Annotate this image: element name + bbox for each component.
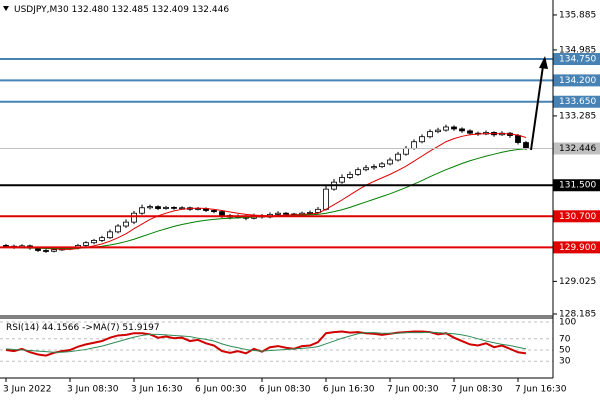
x-tick-label: 6 Jun 00:30 xyxy=(195,385,247,395)
y-tick-label: 100 xyxy=(559,318,576,328)
candle-body xyxy=(411,141,417,149)
level-label: 134.200 xyxy=(559,76,596,86)
level-label-box xyxy=(553,53,600,66)
candle-body xyxy=(315,208,321,213)
symbol: USDJPY,M30 xyxy=(14,5,69,15)
rsi-line xyxy=(5,331,527,353)
candle-body xyxy=(107,231,113,239)
candle-body xyxy=(419,136,425,143)
candle-body xyxy=(339,177,345,183)
level-label: 130.700 xyxy=(559,212,596,222)
candle-body xyxy=(467,130,473,134)
candle-body xyxy=(459,128,465,132)
rsi-header: RSI(14) 44.1566 ->MA(7) 51.9197 xyxy=(6,323,160,333)
candle-body xyxy=(43,250,49,252)
rsi-value: 44.1566 xyxy=(42,323,79,333)
ma-label: ->MA(7) xyxy=(82,323,119,333)
candle-body xyxy=(147,206,153,209)
candle-body xyxy=(443,126,449,131)
y-tick-label: 133.285 xyxy=(559,111,596,121)
y-tick-label: 134.985 xyxy=(559,45,596,55)
candle-body xyxy=(387,159,393,165)
y-tick-label: 128.185 xyxy=(559,309,596,319)
x-tick-label: 7 Jun 16:30 xyxy=(515,385,567,395)
y-tick-label: 129.025 xyxy=(559,277,596,287)
x-tick-label: 3 Jun 08:30 xyxy=(67,385,119,395)
candle-body xyxy=(179,207,185,210)
level-label-box xyxy=(553,241,600,254)
low: 132.409 xyxy=(152,5,189,15)
candle-body xyxy=(131,212,137,223)
x-tick-label: 3 Jun 2022 xyxy=(3,385,51,395)
y-tick-label: 30 xyxy=(559,357,571,367)
candle-body xyxy=(155,206,161,209)
candle-body xyxy=(219,211,225,216)
candle-body xyxy=(275,212,281,215)
candle-body xyxy=(403,147,409,155)
candle-body xyxy=(171,206,177,209)
candle-body xyxy=(51,249,57,252)
current-price-box xyxy=(553,142,600,155)
y-tick-label: 135.885 xyxy=(559,10,596,20)
chart-header: USDJPY,M30 132.480 132.485 132.409 132.4… xyxy=(14,5,229,15)
level-label: 134.750 xyxy=(559,55,596,65)
plot: 135.885 134.985 133.285 129.025 128.185 3 Jun… xyxy=(0,10,600,395)
y-tick-label: 70 xyxy=(559,334,571,344)
close: 132.446 xyxy=(192,5,229,15)
level-label: 129.900 xyxy=(559,243,596,253)
candle-body xyxy=(123,221,129,227)
arrow xyxy=(530,65,544,151)
candle-body xyxy=(163,206,169,209)
level-label-box xyxy=(553,210,600,223)
candle-body xyxy=(83,242,89,246)
x-tick-label: 7 Jun 08:30 xyxy=(451,385,503,395)
candle-body xyxy=(323,188,329,210)
candle-body xyxy=(395,153,401,161)
candle-body xyxy=(115,225,121,233)
candle-body xyxy=(515,135,521,143)
candle-body xyxy=(379,163,385,168)
arrow-head xyxy=(539,56,548,69)
candle-body xyxy=(307,212,313,214)
x-tick-label: 7 Jun 00:30 xyxy=(387,385,439,395)
rsi-line xyxy=(5,330,527,357)
candle-body xyxy=(139,207,145,214)
level-label-box xyxy=(553,95,600,108)
level-label: 133.650 xyxy=(559,97,596,107)
candle-body xyxy=(427,131,433,138)
open: 132.480 xyxy=(72,5,109,15)
candle-body xyxy=(355,169,361,175)
y-tick-label: 50 xyxy=(559,346,571,356)
ma-value: 51.9197 xyxy=(122,323,159,333)
candle-body xyxy=(523,142,529,149)
candle-body xyxy=(435,129,441,133)
level-label-box xyxy=(553,179,600,192)
candle-body xyxy=(363,167,369,171)
level-label: 131.500 xyxy=(559,181,596,191)
menu-arrow xyxy=(3,6,9,11)
high: 132.485 xyxy=(112,5,149,15)
candle-body xyxy=(451,126,457,130)
level-label-box xyxy=(553,74,600,87)
candle-body xyxy=(211,210,217,213)
candle-body xyxy=(283,212,289,215)
x-tick-label: 6 Jun 08:30 xyxy=(259,385,311,395)
rsi-title: RSI(14) xyxy=(6,323,39,333)
x-tick-label: 6 Jun 16:30 xyxy=(323,385,375,395)
candle-body xyxy=(99,237,105,241)
candle-body xyxy=(91,239,97,244)
x-tick-label: 3 Jun 16:30 xyxy=(131,385,183,395)
current-price-label: 132.446 xyxy=(559,144,596,154)
candle-body xyxy=(371,166,377,169)
candle-body xyxy=(347,173,353,178)
